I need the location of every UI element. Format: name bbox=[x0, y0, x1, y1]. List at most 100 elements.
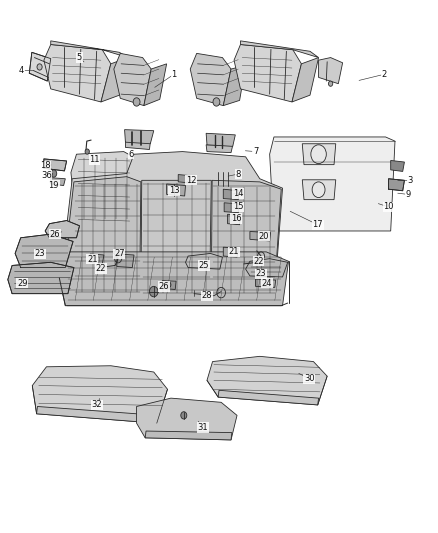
Text: 9: 9 bbox=[405, 190, 410, 199]
Polygon shape bbox=[68, 176, 141, 298]
Circle shape bbox=[37, 64, 42, 70]
Text: 6: 6 bbox=[128, 150, 134, 159]
Polygon shape bbox=[162, 280, 176, 289]
Polygon shape bbox=[228, 214, 240, 225]
Text: 7: 7 bbox=[253, 147, 258, 156]
Circle shape bbox=[51, 170, 57, 177]
Polygon shape bbox=[44, 45, 111, 102]
Polygon shape bbox=[51, 177, 65, 185]
Polygon shape bbox=[59, 252, 289, 306]
Text: 10: 10 bbox=[383, 203, 394, 212]
Text: 12: 12 bbox=[186, 176, 196, 185]
Text: 22: 22 bbox=[253, 257, 264, 266]
Polygon shape bbox=[178, 175, 190, 183]
Polygon shape bbox=[250, 231, 271, 241]
Text: 31: 31 bbox=[198, 423, 208, 432]
Polygon shape bbox=[114, 53, 151, 106]
Polygon shape bbox=[214, 171, 234, 185]
Text: 29: 29 bbox=[17, 279, 28, 288]
Text: 20: 20 bbox=[259, 232, 269, 241]
Text: 21: 21 bbox=[87, 255, 98, 264]
Circle shape bbox=[312, 182, 325, 198]
Polygon shape bbox=[141, 180, 211, 299]
Text: 22: 22 bbox=[96, 264, 106, 273]
Text: 26: 26 bbox=[49, 230, 60, 239]
Polygon shape bbox=[144, 64, 166, 106]
Circle shape bbox=[133, 98, 140, 106]
Polygon shape bbox=[8, 262, 74, 294]
Circle shape bbox=[328, 81, 333, 86]
Text: 21: 21 bbox=[229, 247, 239, 256]
Circle shape bbox=[311, 145, 326, 164]
Polygon shape bbox=[224, 203, 239, 213]
Text: 4: 4 bbox=[19, 66, 24, 75]
Polygon shape bbox=[391, 160, 404, 172]
Polygon shape bbox=[45, 221, 79, 238]
Text: 23: 23 bbox=[256, 269, 266, 278]
Text: 13: 13 bbox=[169, 186, 179, 195]
Polygon shape bbox=[207, 357, 327, 405]
Text: 18: 18 bbox=[40, 161, 50, 170]
Circle shape bbox=[149, 286, 158, 297]
Polygon shape bbox=[65, 151, 283, 304]
Polygon shape bbox=[302, 144, 336, 165]
Polygon shape bbox=[234, 45, 301, 102]
Text: 1: 1 bbox=[171, 70, 177, 79]
Polygon shape bbox=[101, 58, 128, 102]
Text: 17: 17 bbox=[312, 220, 323, 229]
Polygon shape bbox=[44, 159, 67, 171]
Polygon shape bbox=[166, 184, 186, 196]
Polygon shape bbox=[318, 58, 343, 84]
Polygon shape bbox=[124, 130, 154, 144]
Polygon shape bbox=[246, 259, 288, 277]
Polygon shape bbox=[255, 279, 276, 287]
Text: 2: 2 bbox=[381, 70, 387, 79]
Polygon shape bbox=[302, 180, 336, 200]
Polygon shape bbox=[137, 398, 237, 440]
Text: 30: 30 bbox=[304, 374, 314, 383]
Polygon shape bbox=[292, 58, 318, 102]
Polygon shape bbox=[186, 254, 223, 269]
Text: 16: 16 bbox=[231, 214, 241, 223]
Text: 23: 23 bbox=[34, 249, 45, 259]
Polygon shape bbox=[223, 189, 239, 200]
Polygon shape bbox=[240, 41, 318, 58]
Polygon shape bbox=[32, 366, 167, 423]
Text: 25: 25 bbox=[199, 261, 209, 270]
Text: 28: 28 bbox=[201, 291, 212, 300]
Polygon shape bbox=[125, 141, 150, 149]
Polygon shape bbox=[29, 52, 51, 81]
Text: 5: 5 bbox=[77, 53, 82, 62]
Polygon shape bbox=[211, 180, 281, 299]
Polygon shape bbox=[117, 254, 134, 268]
Polygon shape bbox=[36, 407, 158, 423]
Circle shape bbox=[85, 149, 89, 154]
Polygon shape bbox=[90, 254, 104, 264]
Circle shape bbox=[166, 281, 171, 288]
Circle shape bbox=[213, 98, 220, 106]
Polygon shape bbox=[223, 66, 246, 106]
Text: 27: 27 bbox=[114, 249, 125, 259]
Polygon shape bbox=[206, 145, 233, 152]
Circle shape bbox=[181, 411, 187, 419]
Polygon shape bbox=[206, 133, 235, 147]
Text: 3: 3 bbox=[407, 176, 413, 185]
Polygon shape bbox=[218, 390, 318, 405]
Text: 32: 32 bbox=[92, 400, 102, 409]
Text: 14: 14 bbox=[233, 189, 244, 198]
Polygon shape bbox=[15, 234, 73, 268]
Polygon shape bbox=[223, 247, 238, 257]
Text: 15: 15 bbox=[233, 203, 244, 212]
Polygon shape bbox=[389, 179, 404, 191]
Text: 19: 19 bbox=[49, 181, 59, 190]
Polygon shape bbox=[190, 53, 231, 106]
Text: 24: 24 bbox=[262, 279, 272, 288]
Text: 36: 36 bbox=[41, 171, 52, 180]
Text: 26: 26 bbox=[159, 282, 170, 291]
Text: 8: 8 bbox=[236, 169, 241, 179]
Polygon shape bbox=[71, 151, 133, 231]
Polygon shape bbox=[51, 41, 128, 58]
Text: 11: 11 bbox=[89, 155, 100, 164]
Polygon shape bbox=[145, 431, 232, 440]
Polygon shape bbox=[270, 137, 395, 231]
